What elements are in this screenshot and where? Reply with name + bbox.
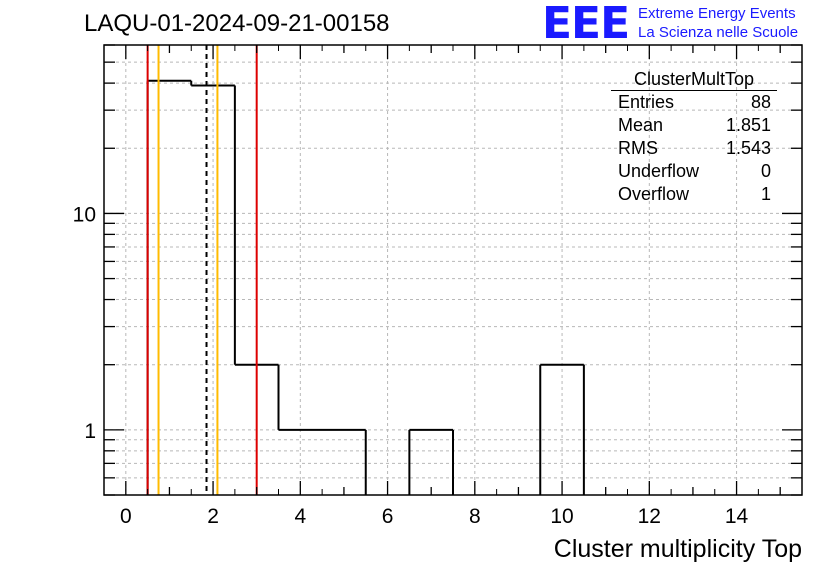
x-tick-label: 0 <box>120 505 132 528</box>
stats-value: 1.543 <box>725 138 771 158</box>
stats-label: Underflow <box>618 161 700 181</box>
stats-label: RMS <box>618 138 658 158</box>
stats-label: Overflow <box>618 184 690 204</box>
x-tick-label: 14 <box>725 505 749 528</box>
histogram-bin <box>148 81 192 495</box>
logo-line-1: Extreme Energy Events <box>638 5 796 22</box>
logo-line-2: La Scienza nelle Scuole <box>638 24 799 41</box>
eee-logo: EEE Extreme Energy Events La Scienza nel… <box>542 2 832 46</box>
x-tick-label: 2 <box>207 505 219 528</box>
stats-row-rms: RMS 1.543 <box>611 137 777 160</box>
stats-label: Mean <box>618 115 664 135</box>
stats-row-underflow: Underflow 0 <box>611 160 777 183</box>
stats-label: Entries <box>618 92 675 112</box>
x-tick-label: 6 <box>382 505 394 528</box>
histogram-bin <box>191 85 235 495</box>
axis-ticks <box>103 44 803 496</box>
stats-box: ClusterMultTop Entries 88 Mean 1.851 RMS… <box>611 68 777 206</box>
y-tick-label: 10 <box>73 203 96 226</box>
y-tick-label: 1 <box>84 420 96 443</box>
stats-value: 1 <box>760 184 771 204</box>
marker-lines <box>146 45 258 495</box>
stats-value: 0 <box>760 161 771 181</box>
x-axis-label: Cluster multiplicity Top <box>553 535 802 563</box>
x-tick-label: 10 <box>550 505 573 528</box>
chart-title: LAQU-01-2024-09-21-00158 <box>84 10 390 37</box>
stats-row-entries: Entries 88 <box>611 91 777 114</box>
stats-value: 1.851 <box>725 115 771 135</box>
x-tick-label: 12 <box>638 505 661 528</box>
x-tick-label: 4 <box>294 505 306 528</box>
stats-row-overflow: Overflow 1 <box>611 183 777 206</box>
stats-value: 88 <box>750 92 771 112</box>
eee-logo-mark: EEE <box>542 0 630 49</box>
x-tick-label: 8 <box>469 505 481 528</box>
tick-labels: 0 2 4 6 8 10 12 14 1 10 <box>73 203 749 528</box>
stats-row-mean: Mean 1.851 <box>611 114 777 137</box>
stats-title: ClusterMultTop <box>611 68 777 91</box>
